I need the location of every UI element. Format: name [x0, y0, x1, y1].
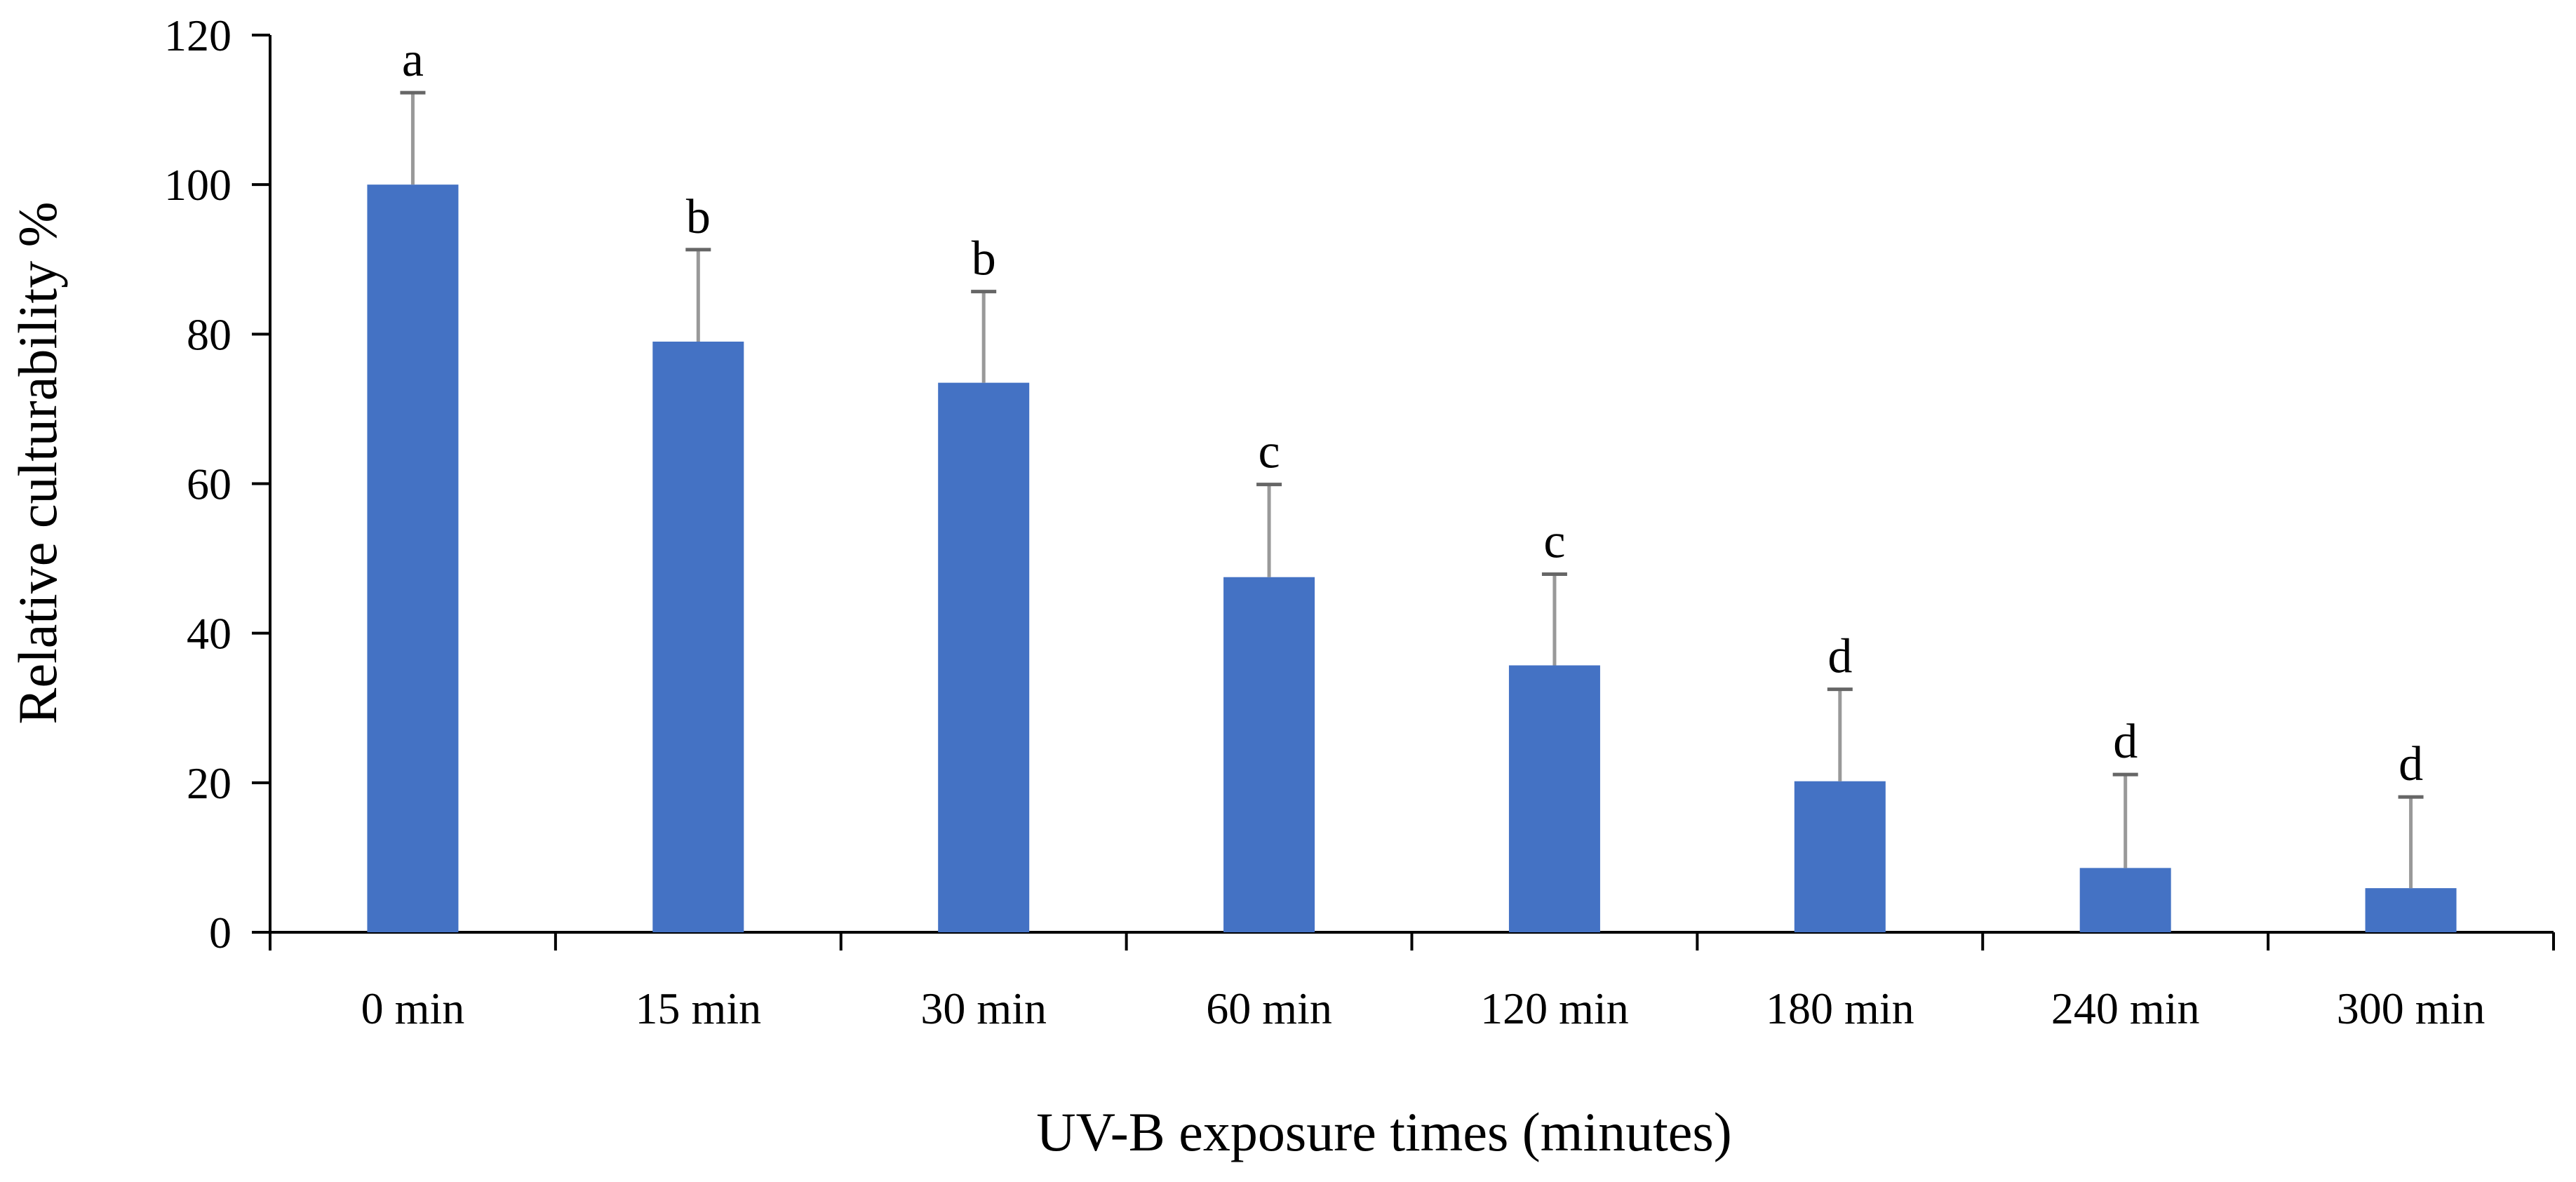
bar [1794, 781, 1886, 932]
significance-letter: d [2399, 737, 2423, 791]
significance-letter: b [972, 232, 996, 286]
x-tick-label: 0 min [361, 983, 465, 1033]
significance-letter: c [1259, 425, 1280, 479]
bar [1223, 577, 1315, 932]
x-tick-label: 300 min [2337, 983, 2486, 1033]
x-tick-label: 15 min [636, 983, 762, 1033]
significance-letter: c [1543, 514, 1565, 568]
y-tick-label: 60 [187, 459, 232, 509]
bar [652, 341, 744, 932]
x-tick-label: 240 min [2051, 983, 2200, 1033]
bar [938, 382, 1030, 932]
labels: 0 20 40 60 80 100 120 a 0 min b 15 min b 30 min c 60 m… [164, 11, 2485, 1033]
bar [2365, 888, 2457, 932]
axes [252, 34, 2555, 951]
y-tick-label: 20 [187, 758, 232, 808]
x-tick-label: 180 min [1766, 983, 1914, 1033]
x-axis-title: UV-B exposure times (minutes) [1036, 1101, 1732, 1162]
bars [367, 184, 2457, 933]
x-tick-label: 30 min [920, 983, 1047, 1033]
significance-letter: a [402, 33, 424, 87]
y-axis-title: Relative culturability % [7, 201, 68, 724]
x-tick-label: 120 min [1480, 983, 1629, 1033]
significance-letter: d [1827, 630, 1852, 684]
bar [367, 184, 459, 933]
y-tick-label: 0 [209, 908, 232, 958]
bar [2079, 868, 2171, 932]
y-tick-label: 80 [187, 309, 232, 359]
error-bars [400, 90, 2424, 889]
bar [1508, 665, 1600, 932]
significance-letter: d [2113, 715, 2138, 769]
y-tick-label: 100 [164, 160, 232, 210]
x-tick-label: 60 min [1206, 983, 1332, 1033]
y-tick-label: 120 [164, 11, 232, 60]
significance-letter: b [686, 190, 711, 244]
y-tick-label: 40 [187, 609, 232, 659]
